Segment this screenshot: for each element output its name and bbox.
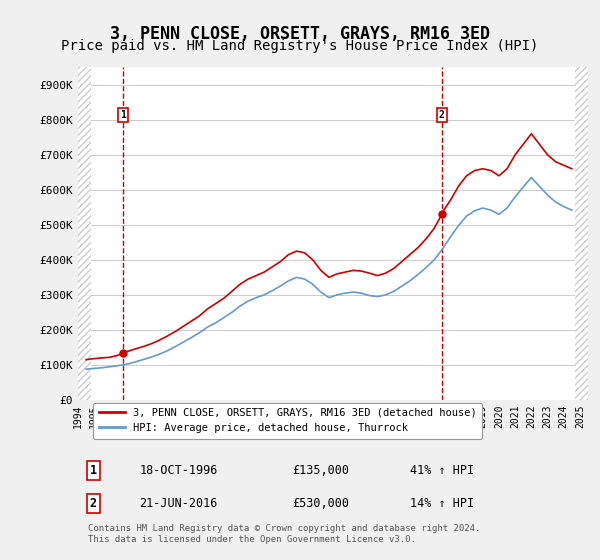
Text: Price paid vs. HM Land Registry's House Price Index (HPI): Price paid vs. HM Land Registry's House … bbox=[61, 39, 539, 53]
Text: 21-JUN-2016: 21-JUN-2016 bbox=[139, 497, 218, 510]
Text: 41% ↑ HPI: 41% ↑ HPI bbox=[409, 464, 473, 477]
Text: 18-OCT-1996: 18-OCT-1996 bbox=[139, 464, 218, 477]
Text: 1: 1 bbox=[90, 464, 97, 477]
Legend: 3, PENN CLOSE, ORSETT, GRAYS, RM16 3ED (detached house), HPI: Average price, det: 3, PENN CLOSE, ORSETT, GRAYS, RM16 3ED (… bbox=[94, 403, 482, 438]
Text: 3, PENN CLOSE, ORSETT, GRAYS, RM16 3ED: 3, PENN CLOSE, ORSETT, GRAYS, RM16 3ED bbox=[110, 25, 490, 43]
Text: 2: 2 bbox=[90, 497, 97, 510]
Text: Contains HM Land Registry data © Crown copyright and database right 2024.
This d: Contains HM Land Registry data © Crown c… bbox=[88, 524, 481, 544]
Text: £135,000: £135,000 bbox=[292, 464, 349, 477]
Text: 2: 2 bbox=[439, 110, 445, 120]
Text: 14% ↑ HPI: 14% ↑ HPI bbox=[409, 497, 473, 510]
Text: 1: 1 bbox=[121, 110, 126, 120]
Text: £530,000: £530,000 bbox=[292, 497, 349, 510]
